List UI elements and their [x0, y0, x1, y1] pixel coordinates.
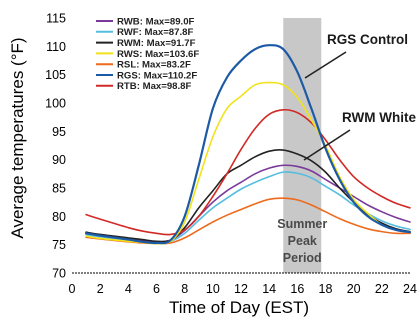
y-tick-label-70: 70 [52, 267, 66, 281]
y-tick-label-85: 85 [52, 182, 66, 196]
band-label-peak: Peak [288, 234, 317, 248]
x-tick-label-0: 0 [69, 282, 76, 296]
callout-line-rgs-control [304, 51, 347, 79]
summer-peak-band-rect [283, 18, 322, 273]
band-label-period: Period [283, 251, 322, 265]
series-line-rsl [85, 197, 411, 245]
annotations: RGS Control RWM White [303, 32, 416, 161]
y-tick-label-110: 110 [46, 40, 66, 54]
callout-rwm-white: RWM White [342, 110, 416, 125]
x-tick-label-16: 16 [290, 282, 304, 296]
y-tick-label-95: 95 [52, 125, 66, 139]
x-tick-label-20: 20 [347, 282, 361, 296]
x-axis-title: Time of Day (EST) [169, 298, 309, 317]
x-tick-label-2: 2 [97, 282, 104, 296]
x-tick-label-14: 14 [262, 282, 276, 296]
y-axis-title: Average temperatures (°F) [8, 37, 27, 238]
series-line-rwb [85, 164, 411, 243]
x-tick-label-6: 6 [153, 282, 160, 296]
x-tick-label-22: 22 [375, 282, 389, 296]
y-tick-label-75: 75 [52, 238, 66, 252]
x-tick-label-8: 8 [181, 282, 188, 296]
legend-label-rws: RWS: Max=103.6F [117, 49, 199, 60]
axes: 0 2 4 6 8 10 12 14 16 18 20 22 247075808590951001051… [45, 12, 417, 297]
legend-label-rwf: RWF: Max=87.8F [117, 27, 193, 38]
y-tick-label-90: 90 [52, 153, 66, 167]
series-line-rgs [84, 44, 412, 245]
legend-label-rwm: RWM: Max=91.7F [117, 38, 196, 49]
y-tick-label-80: 80 [52, 210, 66, 224]
x-tick-label-12: 12 [234, 282, 248, 296]
y-tick-label-105: 105 [45, 68, 66, 82]
legend-label-rsl: RSL: Max=83.2F [117, 60, 191, 71]
y-tick-label-100: 100 [45, 97, 66, 111]
band-label-summer: Summer [277, 217, 327, 231]
x-tick-label-24: 24 [403, 282, 417, 296]
series-line-rtb [85, 108, 411, 236]
callout-rgs-control: RGS Control [327, 32, 408, 47]
legend-label-rwb: RWB: Max=89.0F [117, 16, 195, 27]
legend-label-rgs: RGS: Max=110.2F [117, 70, 197, 81]
summer-peak-band: Summer Peak Period [277, 18, 327, 273]
series-line-rws [85, 81, 411, 245]
x-tick-label-4: 4 [125, 282, 132, 296]
x-tick-label-10: 10 [206, 282, 220, 296]
y-tick-label-115: 115 [46, 12, 66, 26]
x-tick-label-18: 18 [319, 282, 333, 296]
series-line-rwm [85, 149, 411, 243]
callout-line-rwm-white [303, 129, 351, 161]
series-lines [84, 44, 412, 245]
legend-label-rtb: RTB: Max=98.8F [117, 81, 192, 92]
